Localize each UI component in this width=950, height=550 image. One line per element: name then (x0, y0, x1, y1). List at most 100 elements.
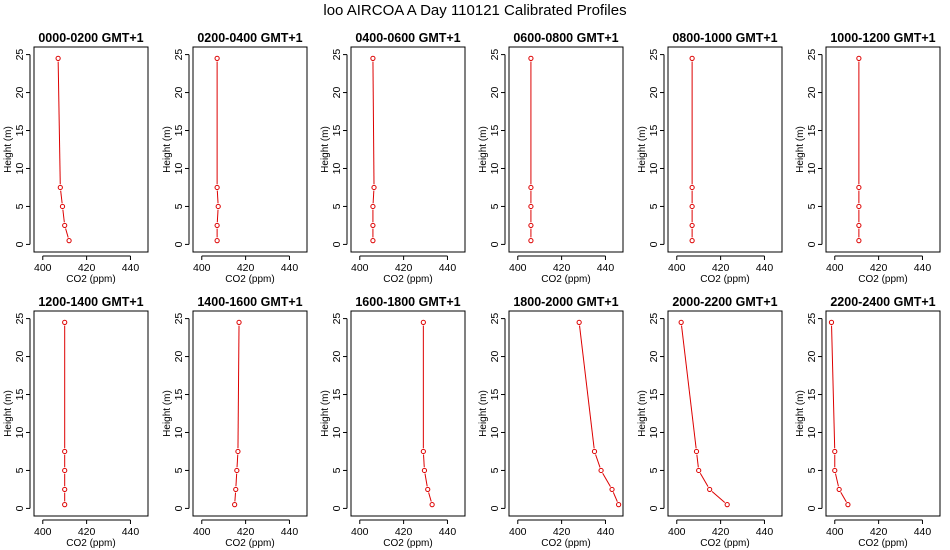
y-tick-label: 15 (648, 389, 660, 401)
chart-panel: 0600-0800 GMT+1 400 420 440 CO2 (ppm) 0 5 10 15 2… (478, 31, 624, 285)
y-tick-label: 5 (806, 203, 818, 209)
profile-point (591, 448, 598, 455)
y-tick-label: 10 (173, 426, 185, 438)
y-tick-label: 25 (806, 313, 818, 325)
x-tick-label: 400 (193, 262, 211, 274)
y-tick-label: 20 (806, 351, 818, 363)
profile-point (62, 502, 68, 508)
y-axis-label: Height (m) (478, 390, 489, 437)
y-tick-label: 25 (173, 49, 185, 61)
y-axis-label: Height (m) (478, 126, 489, 173)
profile-line-segment (216, 190, 219, 204)
profile-line-segment (62, 209, 65, 223)
y-tick-label: 15 (173, 389, 185, 401)
profile-line-segment (840, 491, 847, 503)
x-axis-label: CO2 (ppm) (225, 274, 274, 285)
chart-panel: 1000-1200 GMT+1 400 420 440 CO2 (ppm) 0 5 10 15 2… (795, 31, 941, 285)
y-tick-label: 15 (489, 389, 501, 401)
x-tick-label: 400 (351, 262, 369, 274)
y-tick-label: 5 (648, 467, 660, 473)
profile-point (420, 448, 426, 455)
profile-line-segment (579, 325, 595, 449)
y-tick-label: 0 (173, 505, 185, 511)
x-tick-label: 400 (826, 526, 844, 538)
profile-line-segment (696, 454, 699, 468)
y-axis-label: Height (m) (320, 126, 331, 173)
x-axis-label: CO2 (ppm) (225, 538, 274, 549)
y-axis-label: Height (m) (162, 390, 173, 437)
x-tick-label: 420 (78, 262, 96, 274)
x-tick-label: 440 (439, 262, 457, 274)
panel-title: 1400-1600 GMT+1 (197, 295, 302, 309)
profile-point (62, 448, 68, 455)
plot-frame (508, 46, 624, 253)
chart-panel: 2000-2200 GMT+1 400 420 440 CO2 (ppm) 0 5 10 15 2… (637, 295, 783, 549)
chart-panel: 0800-1000 GMT+1 400 420 440 CO2 (ppm) 0 5 10 15 2… (637, 31, 783, 285)
x-tick-label: 400 (34, 262, 52, 274)
y-tick-label: 20 (173, 87, 185, 99)
profile-point (62, 319, 68, 325)
profile-line-segment (681, 325, 697, 449)
figure-title: loo AIRCOA A Day 110121 Calibrated Profi… (323, 2, 627, 19)
y-tick-label: 5 (331, 203, 343, 209)
profile-point (528, 203, 534, 210)
x-tick-label: 400 (351, 526, 369, 538)
profile-point (214, 238, 220, 244)
profile-point (234, 467, 240, 474)
profile-point (689, 238, 695, 244)
y-tick-label: 25 (648, 49, 660, 61)
y-tick-label: 25 (14, 49, 26, 61)
y-tick-label: 0 (173, 241, 185, 247)
profile-point (693, 448, 700, 455)
profile-line-segment (831, 325, 836, 449)
profile-point (856, 203, 862, 210)
y-axis-label: Height (m) (795, 390, 806, 437)
profile-line-segment (65, 228, 69, 238)
profile-line-segment (612, 492, 618, 502)
plot-frame (350, 310, 466, 517)
x-tick-label: 420 (237, 262, 255, 274)
panel-title: 1000-1200 GMT+1 (830, 31, 935, 45)
x-tick-label: 400 (34, 526, 52, 538)
profile-point (598, 467, 604, 474)
x-axis-label: CO2 (ppm) (858, 274, 907, 285)
y-tick-label: 20 (14, 87, 26, 99)
y-tick-label: 10 (806, 162, 818, 174)
profile-point (66, 238, 72, 244)
y-tick-label: 5 (331, 467, 343, 473)
profile-line-segment (60, 190, 63, 204)
x-axis-label: CO2 (ppm) (66, 274, 115, 285)
x-tick-label: 420 (395, 526, 413, 538)
plot-frame (33, 46, 149, 253)
profile-point (235, 448, 241, 455)
x-tick-label: 420 (553, 262, 571, 274)
profile-point (696, 467, 702, 474)
profile-line-segment (234, 492, 237, 502)
profile-point (678, 319, 684, 325)
y-tick-label: 20 (489, 351, 501, 363)
y-tick-label: 0 (648, 505, 660, 511)
x-axis-label: CO2 (ppm) (66, 538, 115, 549)
plot-frame (192, 310, 308, 517)
x-tick-label: 440 (914, 526, 932, 538)
y-tick-label: 10 (14, 162, 26, 174)
profile-line-segment (57, 61, 61, 185)
x-tick-label: 440 (439, 526, 457, 538)
profile-point (856, 184, 862, 191)
y-tick-label: 10 (648, 426, 660, 438)
x-tick-label: 400 (509, 262, 527, 274)
y-tick-label: 0 (806, 241, 818, 247)
profile-point (62, 467, 68, 474)
profile-line-segment (236, 454, 239, 468)
y-axis-label: Height (m) (3, 126, 14, 173)
y-tick-label: 15 (331, 389, 343, 401)
profile-point (429, 502, 435, 508)
plot-frame (33, 310, 149, 517)
x-tick-label: 440 (122, 262, 140, 274)
y-axis-label: Height (m) (3, 390, 14, 437)
profile-point (62, 486, 68, 493)
y-tick-label: 25 (331, 49, 343, 61)
profile-point (832, 448, 838, 455)
x-tick-label: 440 (597, 262, 615, 274)
y-tick-label: 5 (14, 467, 26, 473)
